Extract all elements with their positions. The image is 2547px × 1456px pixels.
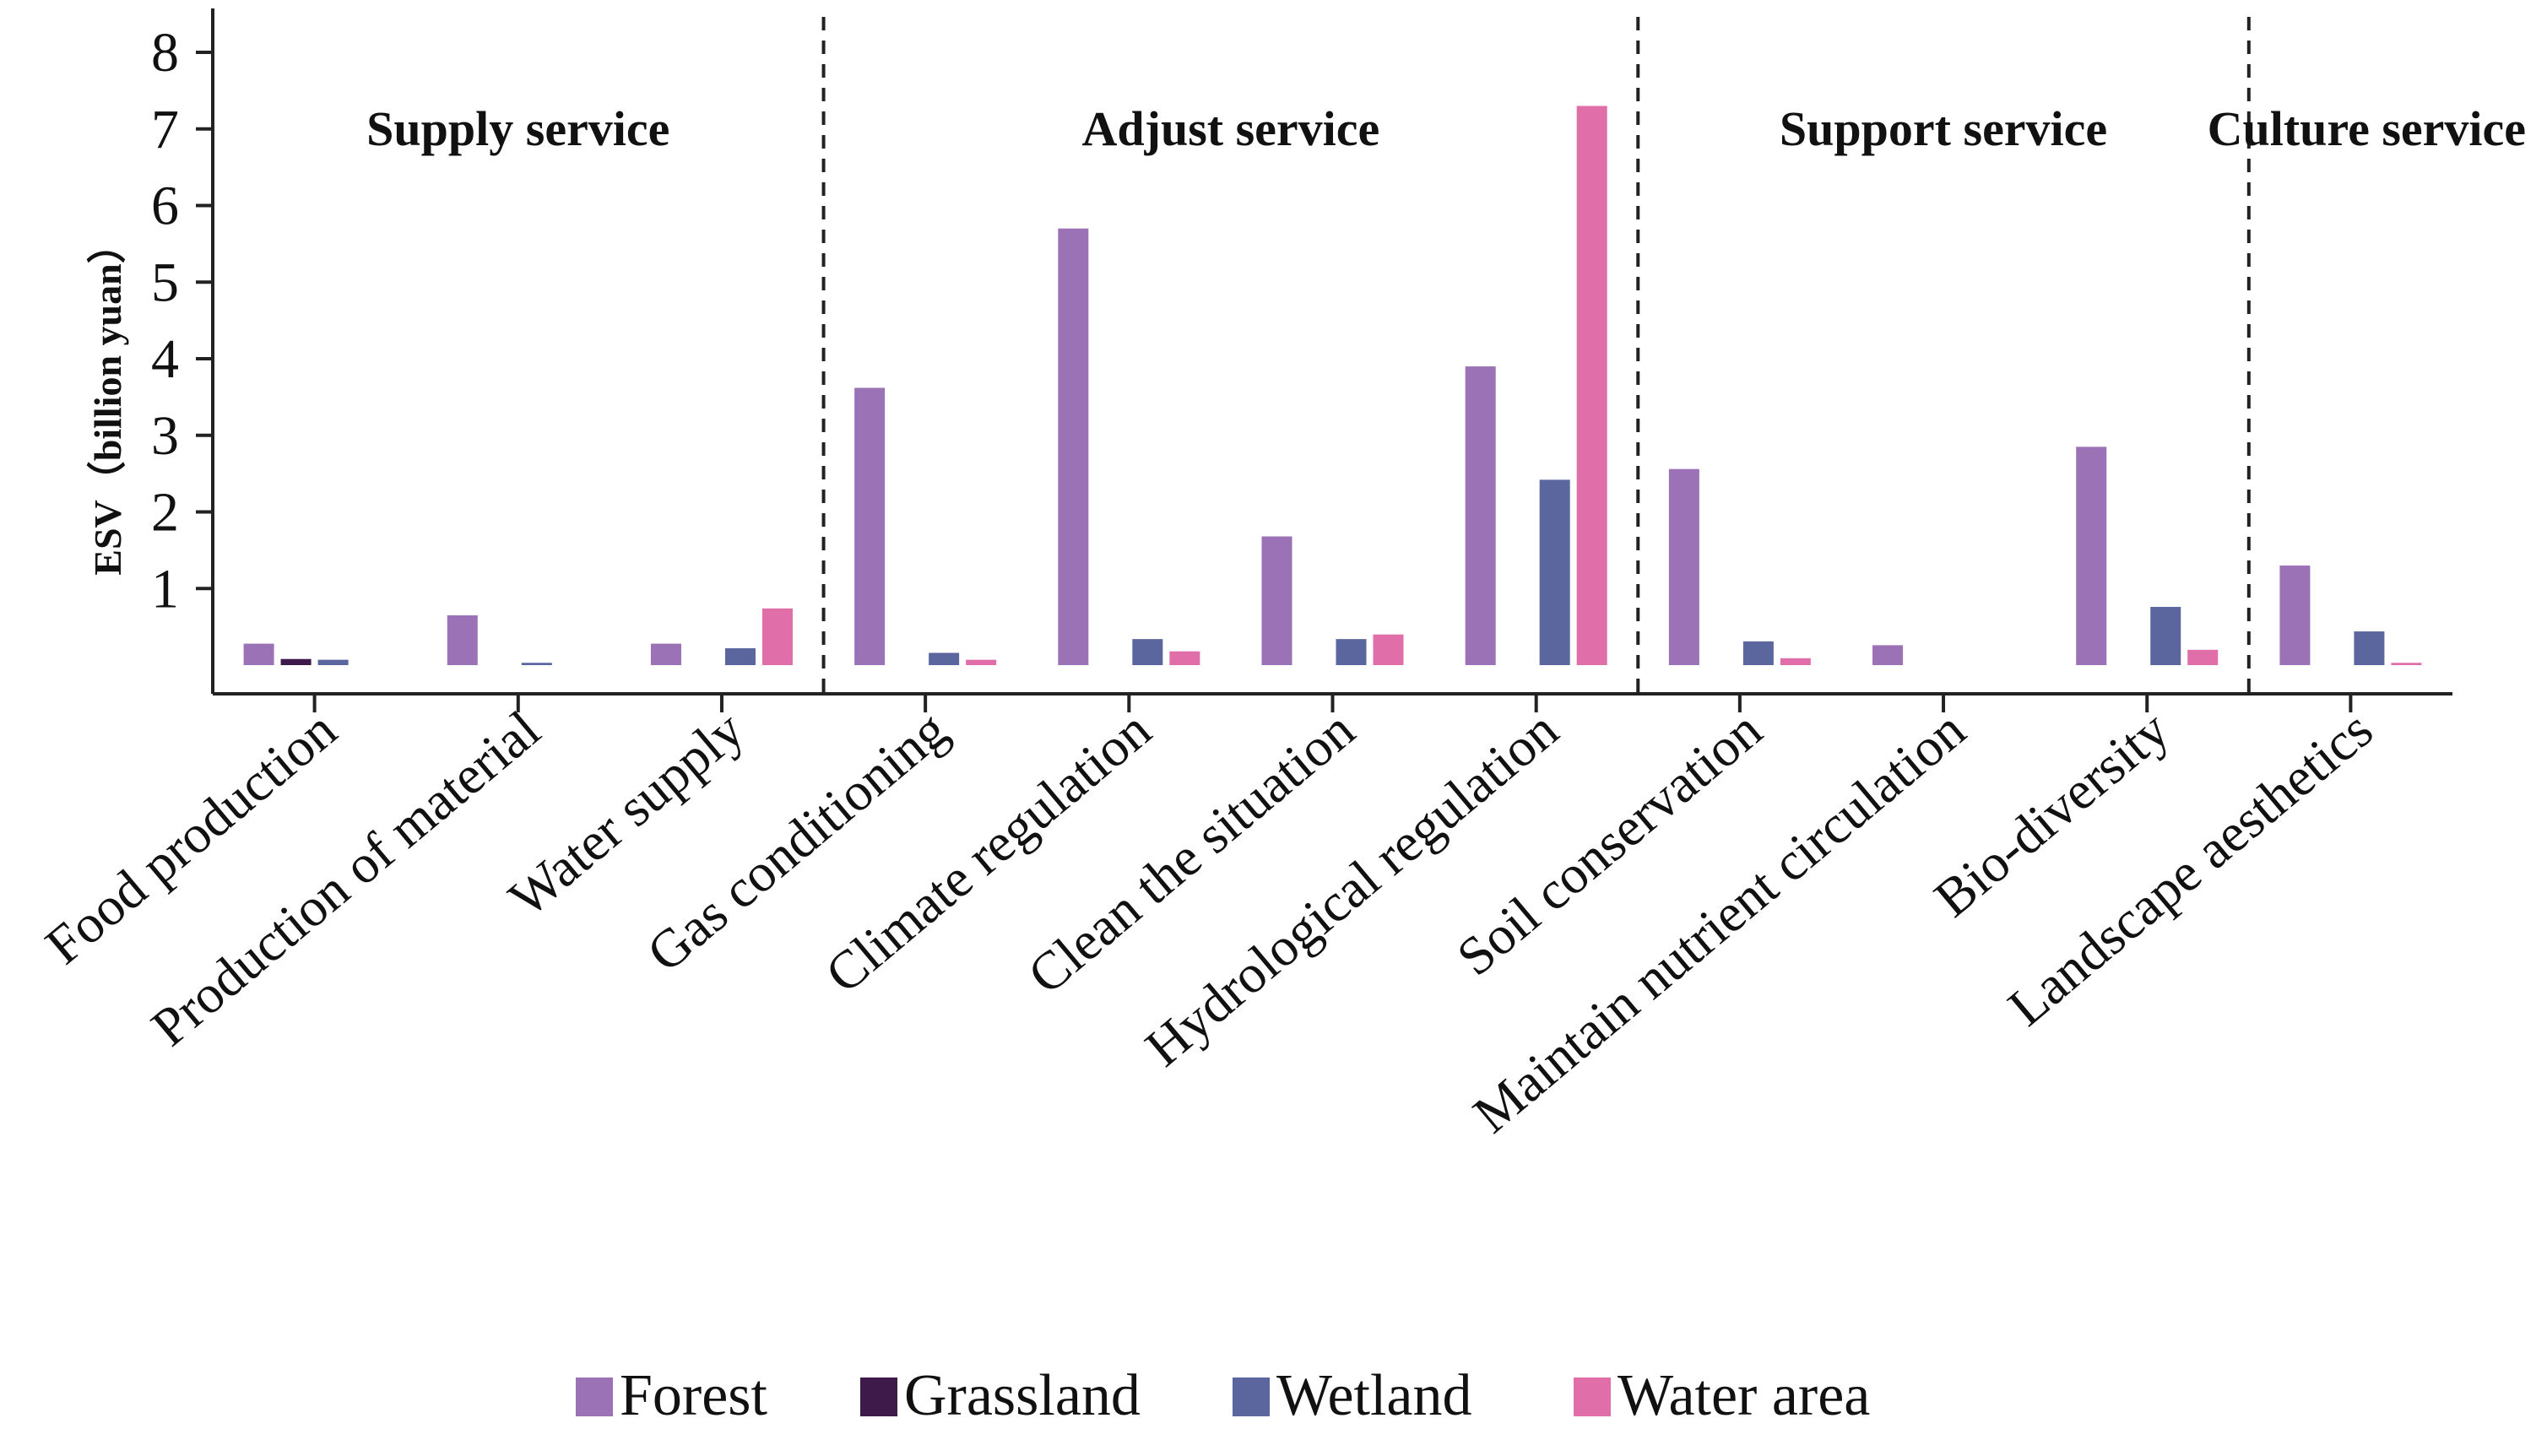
y-tick-label: 6: [151, 176, 179, 237]
group-label-support-service: Support service: [1780, 101, 2107, 156]
bar-water-area-4: Water area — Gas conditioning: 0.07: [966, 659, 997, 665]
bar-wetland-7: Wetland — Hydrological regulation: 2.42: [1539, 479, 1570, 665]
bar-forest-2: Forest — Production of material: 0.65: [447, 615, 478, 665]
bar-forest-8: Forest — Soil conservation: 2.56: [1668, 468, 1699, 665]
y-tick-label: 4: [151, 328, 179, 390]
y-tick-label: 5: [151, 252, 179, 313]
legend-swatch-grassland: [860, 1378, 897, 1416]
bar-water-area-8: Water area — Soil conservation: 0.09: [1780, 658, 1811, 665]
y-axis-label-group: ESV（billion yuan）: [86, 225, 129, 575]
legend: Forest Grassland Wetland Water area: [576, 1363, 1870, 1428]
bar-water-area-10: Water area — Bio-diversity: 0.2: [2187, 649, 2219, 665]
group-label-culture-service: Culture service: [2208, 101, 2526, 156]
bar-wetland-4: Wetland — Gas conditioning: 0.16: [929, 652, 960, 665]
legend-label-wetland: Wetland: [1276, 1363, 1472, 1428]
bar-water-area-7: Water area — Hydrological regulation: 7.…: [1576, 106, 1607, 665]
y-tick-label: 3: [151, 405, 179, 467]
bar-wetland-11: Wetland — Landscape aesthetics: 0.44: [2354, 631, 2385, 665]
bar-forest-9: Forest — Maintain nutrient circulation: …: [1872, 645, 1904, 665]
y-ticks: 1 2 3 4 5 6 7 8: [151, 22, 213, 620]
group-label-adjust-service: Adjust service: [1082, 101, 1380, 156]
x-tick-label: Production of material: [140, 699, 551, 1058]
group-labels: Supply service Adjust service Support serv…: [366, 101, 2526, 156]
y-axis-label: ESV（billion yuan）: [86, 225, 129, 575]
y-tick-label: 8: [151, 22, 179, 84]
bar-wetland-3: Wetland — Water supply: 0.22: [724, 648, 756, 665]
bar-wetland-10: Wetland — Bio-diversity: 0.76: [2150, 607, 2181, 665]
bar-water-area-6: Water area — Clean the situation: 0.4: [1373, 634, 1404, 665]
bar-forest-3: Forest — Water supply: 0.28: [650, 643, 681, 665]
group-dividers: [821, 17, 2251, 694]
bar-forest-7: Forest — Hydrological regulation: 3.9: [1465, 366, 1496, 665]
bar-wetland-2: Wetland — Production of material: 0.03: [521, 663, 552, 665]
y-tick-label: 1: [151, 558, 179, 620]
bar-forest-10: Forest — Bio-diversity: 2.85: [2076, 447, 2107, 665]
bar-forest-6: Forest — Clean the situation: 1.68: [1261, 536, 1292, 665]
bar-grassland-1: Grassland — Food production: 0.08: [280, 658, 312, 665]
bar-wetland-8: Wetland — Soil conservation: 0.31: [1742, 641, 1774, 665]
bar-wetland-6: Wetland — Clean the situation: 0.34: [1336, 639, 1367, 665]
bar-water-area-11: Water area — Landscape aesthetics: 0.03: [2391, 663, 2422, 665]
bar-forest-11: Forest — Landscape aesthetics: 1.3: [2279, 566, 2311, 665]
legend-label-forest: Forest: [620, 1363, 768, 1428]
x-tick-label: Landscape aesthetics: [1997, 699, 2383, 1037]
legend-swatch-forest: [576, 1378, 613, 1416]
group-label-supply-service: Supply service: [366, 101, 669, 156]
bar-water-area-5: Water area — Climate regulation: 0.18: [1169, 651, 1200, 665]
bar-forest-5: Forest — Climate regulation: 5.7: [1058, 228, 1089, 666]
legend-label-water-area: Water area: [1618, 1363, 1870, 1428]
legend-label-grassland: Grassland: [904, 1363, 1141, 1428]
bar-forest-1: Forest — Food production: 0.28: [243, 643, 274, 665]
bar-wetland-5: Wetland — Climate regulation: 0.34: [1132, 639, 1163, 665]
legend-swatch-wetland: [1233, 1378, 1270, 1416]
bar-wetland-1: Wetland — Food production: 0.07: [317, 659, 349, 665]
bar-water-area-3: Water area — Water supply: 0.74: [761, 608, 793, 665]
legend-swatch-water-area: [1574, 1378, 1611, 1416]
bar-forest-4: Forest — Gas conditioning: 3.62: [854, 387, 886, 665]
y-tick-label: 7: [151, 99, 179, 160]
y-tick-label: 2: [151, 482, 179, 544]
bars: Forest — Food production: 0.28 Grassland …: [243, 106, 2422, 666]
